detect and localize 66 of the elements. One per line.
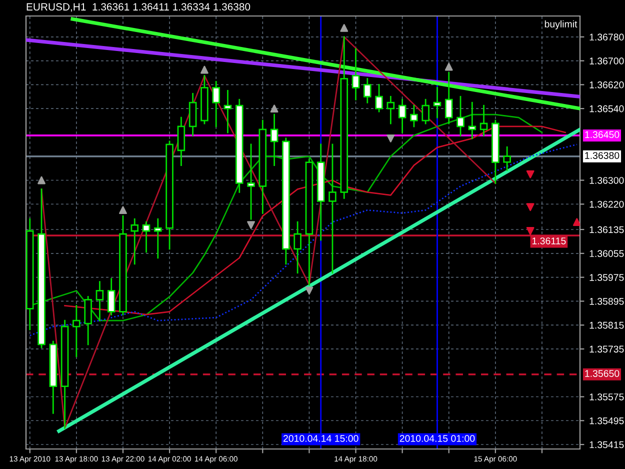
candlestick xyxy=(130,218,139,265)
ref-line-label: 1.36450 xyxy=(585,131,620,138)
point xyxy=(270,104,278,113)
ref-line-label: 2010.04.14 15:00 xyxy=(283,435,358,442)
candlestick xyxy=(142,221,150,253)
candlestick xyxy=(386,96,395,124)
point xyxy=(526,170,534,178)
ref-line-label: 1.36380 xyxy=(585,152,620,159)
candlestick xyxy=(364,78,372,104)
candlestick xyxy=(154,218,162,259)
candlestick xyxy=(224,90,232,134)
y-tick-label: 1.35895 xyxy=(590,298,624,305)
candlestick xyxy=(410,104,418,128)
candlestick xyxy=(247,144,255,220)
ref-line-label: 2010.04.15 01:00 xyxy=(400,435,475,442)
point xyxy=(38,176,46,184)
y-tick-label: 1.36780 xyxy=(590,34,624,41)
candlestick xyxy=(422,98,430,124)
candlestick xyxy=(294,221,302,274)
y-tick-label: 1.35495 xyxy=(590,417,624,424)
point xyxy=(526,203,534,212)
candlestick xyxy=(107,278,116,316)
point xyxy=(526,227,534,235)
y-tick-label: 1.35415 xyxy=(590,441,624,448)
candlestick xyxy=(480,104,488,136)
candlestick xyxy=(212,81,220,128)
annotation: buylimit xyxy=(544,20,578,30)
candlestick xyxy=(328,144,336,274)
point xyxy=(386,134,395,142)
candlestick xyxy=(456,96,464,136)
candlestick xyxy=(84,296,92,346)
line-series xyxy=(40,36,496,429)
point xyxy=(572,218,580,226)
candlestick xyxy=(96,281,104,322)
candlestick xyxy=(433,86,442,118)
y-tick-label: 1.36300 xyxy=(590,176,624,184)
candlestick xyxy=(468,102,476,140)
y-tick-label: 1.36540 xyxy=(590,105,624,112)
y-tick-label: 1.35975 xyxy=(590,274,624,281)
point xyxy=(340,24,348,32)
ref-line-label: 1.35650 xyxy=(585,370,620,377)
candlestick xyxy=(375,84,383,112)
chart-title: EURUSD,H1 1.36361 1.36411 1.36334 1.36380 xyxy=(26,3,250,12)
candlestick xyxy=(188,92,197,136)
line-series xyxy=(29,144,578,336)
point xyxy=(200,66,208,74)
point xyxy=(247,221,255,229)
y-tick-label: 1.35815 xyxy=(590,322,624,329)
y-tick-label: 1.36135 xyxy=(590,226,624,234)
candlestick xyxy=(444,72,453,124)
candlestick xyxy=(503,146,511,171)
ref-line-label: 1.36115 xyxy=(532,237,566,244)
y-tick-label: 1.35735 xyxy=(590,346,624,353)
point xyxy=(119,206,127,214)
candlestick xyxy=(398,98,406,134)
point xyxy=(444,62,453,71)
candlestick xyxy=(352,48,360,100)
y-tick-label: 1.36055 xyxy=(590,250,624,258)
y-tick-label: 1.35575 xyxy=(590,393,624,400)
candlestick xyxy=(177,116,186,166)
y-tick-label: 1.36220 xyxy=(590,200,624,208)
y-tick-label: 1.36620 xyxy=(590,81,624,88)
y-tick-label: 1.36700 xyxy=(590,58,624,64)
point xyxy=(305,286,314,295)
candlestick xyxy=(270,114,278,166)
candlestick xyxy=(72,304,80,358)
